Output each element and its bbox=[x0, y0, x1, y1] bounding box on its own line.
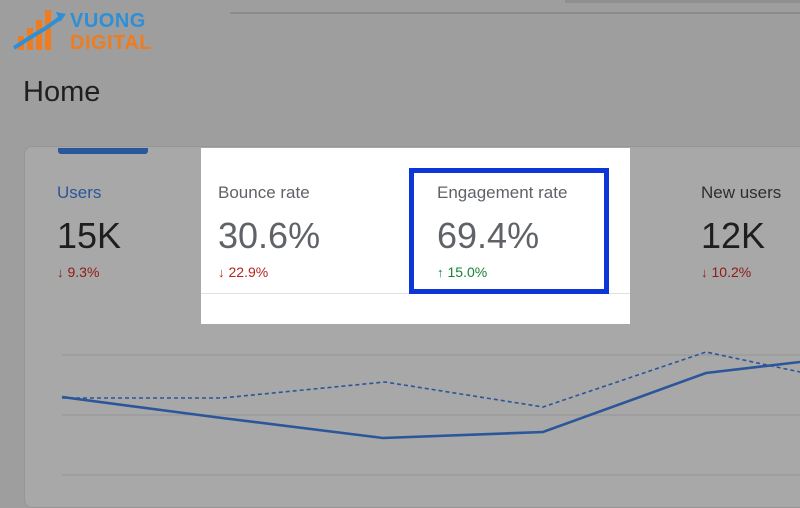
page-title: Home bbox=[23, 76, 101, 108]
metric-change-value-engagement-rate: 15.0% bbox=[447, 264, 488, 280]
metric-tab-engagement-rate[interactable]: Engagement rate 69.4% ↑ 15.0% bbox=[437, 183, 567, 280]
metric-change-new-users: ↓ 10.2% bbox=[701, 264, 781, 280]
metric-value-new-users: 12K bbox=[701, 215, 766, 256]
metric-label-engagement-rate: Engagement rate bbox=[437, 183, 568, 202]
arrow-up-icon: ↑ bbox=[437, 265, 444, 280]
metric-tab-new-users[interactable]: New users 12K ↓ 10.2% bbox=[701, 183, 781, 280]
arrow-down-icon: ↓ bbox=[57, 265, 64, 280]
metric-change-value-users: 9.3% bbox=[67, 264, 100, 280]
metric-value-bounce-rate: 30.6% bbox=[218, 215, 321, 256]
highlight-frame bbox=[409, 168, 609, 294]
metric-label-bounce-rate: Bounce rate bbox=[218, 183, 310, 202]
metric-change-bounce-rate: ↓ 22.9% bbox=[218, 264, 320, 280]
vuong-digital-logo: VUONG DIGITAL bbox=[12, 6, 172, 56]
metric-change-value-new-users: 10.2% bbox=[711, 264, 752, 280]
top-toolbar-edge bbox=[565, 0, 800, 3]
selected-tab-indicator bbox=[58, 148, 148, 154]
metric-tab-users[interactable]: Users 15K ↓ 9.3% bbox=[57, 183, 121, 280]
metric-change-users: ↓ 9.3% bbox=[57, 264, 121, 280]
metric-change-value-bounce-rate: 22.9% bbox=[228, 264, 269, 280]
metric-value-users: 15K bbox=[57, 215, 122, 256]
metric-tab-bounce-rate[interactable]: Bounce rate 30.6% ↓ 22.9% bbox=[218, 183, 320, 280]
arrow-down-icon: ↓ bbox=[218, 265, 225, 280]
chart-series-current-line bbox=[61, 360, 800, 440]
metric-change-engagement-rate: ↑ 15.0% bbox=[437, 264, 567, 280]
metric-label-users: Users bbox=[57, 183, 102, 202]
chart-series-comparison-line bbox=[62, 351, 800, 408]
logo-text-vuong: VUONG bbox=[70, 10, 146, 32]
top-divider bbox=[230, 12, 800, 14]
trend-chart bbox=[61, 351, 800, 476]
arrow-down-icon: ↓ bbox=[701, 265, 708, 280]
metric-value-engagement-rate: 69.4% bbox=[437, 215, 540, 256]
bar-chart-arrow-icon bbox=[12, 10, 66, 50]
metric-label-new-users: New users bbox=[701, 183, 782, 202]
highlight-panel bbox=[201, 148, 630, 324]
logo-text-digital: DIGITAL bbox=[70, 32, 153, 54]
